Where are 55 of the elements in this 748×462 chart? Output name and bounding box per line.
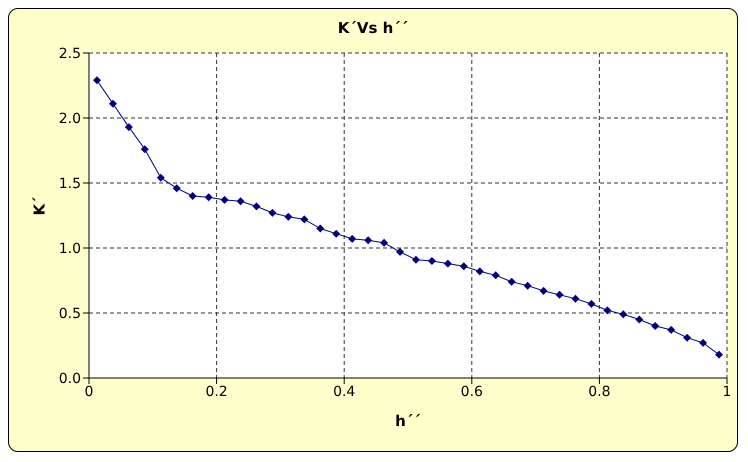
point <box>540 286 548 295</box>
point <box>428 257 436 265</box>
point <box>635 316 644 324</box>
point <box>300 215 308 224</box>
point <box>476 267 484 276</box>
point <box>651 322 660 330</box>
x-tick-label: 0.4 <box>333 384 356 400</box>
y-tick-label: 0.0 <box>58 370 81 387</box>
point <box>284 212 292 221</box>
y-tick-label: 2.5 <box>58 46 81 62</box>
y-tick-label: 0.5 <box>58 306 81 322</box>
y-tick-label: 1.0 <box>58 240 81 257</box>
x-tick-label: 0.2 <box>205 384 228 400</box>
point <box>108 100 117 108</box>
x-tick-label: 1 <box>722 384 732 400</box>
point <box>268 208 276 217</box>
point <box>172 184 181 192</box>
y-tick-label: 2.0 <box>58 110 81 127</box>
point <box>140 145 149 154</box>
point <box>492 271 500 280</box>
point <box>667 326 676 334</box>
point <box>556 290 564 299</box>
point <box>348 234 356 243</box>
point <box>124 123 133 132</box>
point <box>587 300 596 308</box>
x-tick-label: 0.6 <box>460 384 484 400</box>
point <box>444 260 452 268</box>
point <box>316 224 324 232</box>
point <box>699 338 708 347</box>
point <box>380 238 388 247</box>
point <box>204 193 213 202</box>
point <box>220 196 229 204</box>
point <box>683 334 692 342</box>
point <box>156 174 165 182</box>
point <box>236 197 245 206</box>
point <box>396 248 404 256</box>
y-axis-title: K´ <box>30 196 48 216</box>
point <box>619 310 628 318</box>
point <box>252 202 260 210</box>
point <box>571 294 580 303</box>
point <box>332 230 340 238</box>
point <box>364 236 372 244</box>
point <box>524 282 532 290</box>
point <box>715 350 724 359</box>
chart-title: K´Vs h´´ <box>336 19 410 37</box>
point <box>92 76 101 84</box>
x-tick-label: 0 <box>84 384 94 400</box>
point <box>188 192 197 200</box>
x-tick-label: 0.8 <box>588 384 611 400</box>
x-axis-title: h´´ <box>395 412 421 430</box>
point <box>603 306 612 314</box>
point <box>412 256 420 264</box>
y-tick-label: 1.5 <box>58 176 81 192</box>
point <box>460 262 468 270</box>
point <box>508 278 516 286</box>
